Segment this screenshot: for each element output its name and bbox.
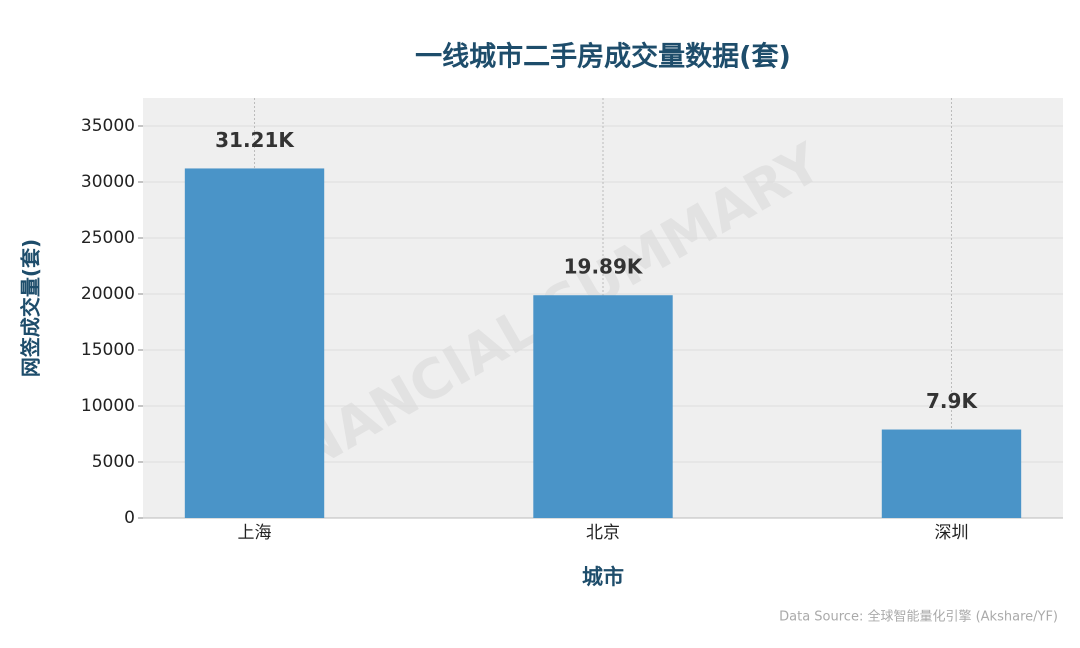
value-label: 31.21K [215, 128, 295, 152]
x-tick-label: 北京 [586, 523, 620, 543]
y-tick-label: 5000 [92, 452, 135, 472]
x-axis-label: 城市 [582, 565, 624, 589]
bar [881, 429, 1022, 518]
y-tick-label: 20000 [81, 284, 135, 304]
y-tick-label: 10000 [81, 396, 135, 416]
y-tick-label: 25000 [81, 228, 135, 248]
x-tick-label: 深圳 [934, 523, 968, 543]
y-tick-label: 30000 [81, 172, 135, 192]
bar [184, 168, 325, 518]
chart-title: 一线城市二手房成交量数据(套) [415, 41, 791, 73]
y-axis-label: 网签成交量(套) [19, 239, 43, 377]
x-tick-label: 上海 [238, 523, 272, 543]
value-label: 19.89K [564, 255, 644, 279]
source-note: Data Source: 全球智能量化引擎 (Akshare/YF) [779, 609, 1058, 625]
y-tick-label: 0 [124, 508, 135, 528]
value-label: 7.9K [926, 389, 978, 413]
y-tick-label: 35000 [81, 116, 135, 136]
bar [533, 295, 673, 518]
y-tick-label: 15000 [81, 340, 135, 360]
